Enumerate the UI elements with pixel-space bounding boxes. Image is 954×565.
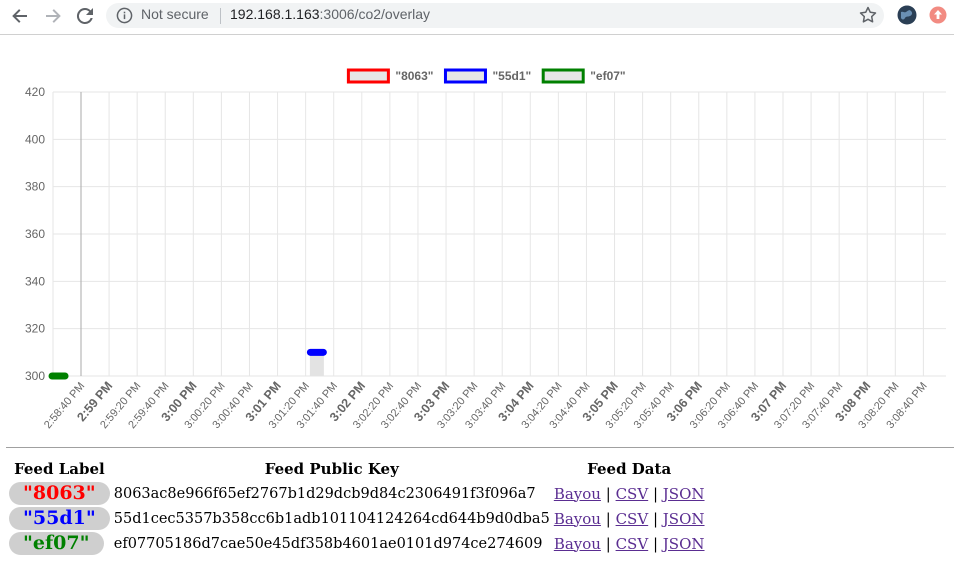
data-point-bar	[309, 352, 324, 376]
feed-public-key: ef07705186d7cae50e45df358b4601ae0101d974…	[113, 535, 543, 552]
address-bar[interactable]: Not secure 192.168.1.163:3006/co2/overla…	[106, 3, 884, 28]
address-separator	[220, 8, 221, 24]
header-feed-public-key: Feed Public Key	[264, 460, 399, 478]
legend-label: "ef07"	[590, 69, 625, 83]
table-row: "ef07" ef07705186d7cae50e45df358b4601ae0…	[8, 532, 706, 555]
data-point	[48, 372, 69, 380]
table-row: "8063" 8063ac8e966f65ef2767b1d29dcb9d84c…	[8, 482, 706, 505]
security-label: Not secure	[141, 6, 209, 22]
link-separator: |	[652, 484, 659, 503]
url-path: :3006/co2/overlay	[319, 6, 431, 22]
link-separator: |	[605, 534, 611, 553]
co2-chart: "8063" "55d1" "ef07" 300 320 340 360 380 400 420…	[25, 68, 946, 431]
back-button[interactable]	[8, 4, 32, 28]
reload-button[interactable]	[73, 4, 97, 28]
forward-button[interactable]	[41, 4, 65, 28]
x-axis: 2:58:40 PM2:59 PM2:59:20 PM2:59:40 PM3:0…	[42, 379, 930, 431]
feed-label-badge: "8063"	[9, 482, 110, 505]
bookmark-star-icon[interactable]	[858, 5, 878, 25]
csv-link[interactable]: CSV	[615, 534, 649, 553]
section-divider	[6, 447, 954, 448]
legend-item: "8063"	[346, 68, 433, 84]
url-host: 192.168.1.163	[230, 6, 320, 22]
extension-globe-icon[interactable]	[897, 5, 917, 25]
chart-grid	[52, 91, 946, 377]
extension-update-icon[interactable]	[929, 6, 947, 24]
y-tick-label: 360	[25, 227, 45, 241]
feed-table: Feed Label Feed Public Key Feed Data "80…	[6, 456, 708, 557]
data-point-marker	[48, 372, 69, 380]
link-separator: |	[605, 509, 611, 528]
reload-icon	[76, 7, 93, 24]
legend-swatch	[541, 68, 585, 84]
chart-legend: "8063" "55d1" "ef07"	[346, 68, 626, 84]
feed-label-badge: "55d1"	[9, 507, 110, 530]
back-arrow-icon	[12, 9, 27, 23]
data-point-marker	[306, 348, 327, 356]
header-feed-data: Feed Data	[587, 460, 672, 478]
forward-arrow-icon	[46, 9, 61, 23]
feed-data-links: Bayou | CSV | JSON	[553, 507, 706, 530]
legend-label: "8063"	[395, 69, 433, 83]
table-row: "55d1" 55d1cec5357b358cc6b1adb1011041242…	[8, 507, 706, 530]
data-point	[306, 348, 327, 376]
y-tick-label: 320	[25, 322, 45, 336]
json-link[interactable]: JSON	[662, 484, 705, 503]
legend-item: "ef07"	[541, 68, 626, 84]
bayou-link[interactable]: Bayou	[553, 534, 601, 553]
y-axis: 300 320 340 360 380 400 420	[25, 85, 45, 383]
legend-item: "55d1"	[443, 68, 531, 84]
json-link[interactable]: JSON	[662, 509, 705, 528]
feed-data-links: Bayou | CSV | JSON	[553, 532, 706, 555]
browser-toolbar: Not secure 192.168.1.163:3006/co2/overla…	[0, 0, 954, 35]
info-icon[interactable]	[116, 7, 133, 24]
legend-label: "55d1"	[492, 69, 531, 83]
link-separator: |	[652, 509, 659, 528]
y-tick-label: 420	[25, 85, 45, 99]
chart-marks	[48, 348, 327, 380]
url-text[interactable]: 192.168.1.163:3006/co2/overlay	[230, 6, 430, 22]
y-tick-label: 380	[25, 180, 45, 194]
csv-link[interactable]: CSV	[615, 509, 649, 528]
header-feed-label: Feed Label	[14, 460, 105, 478]
y-tick-label: 300	[25, 369, 45, 383]
feed-public-key: 8063ac8e966f65ef2767b1d29dcb9d84c2306491…	[113, 485, 536, 502]
table-header-row: Feed Label Feed Public Key Feed Data	[8, 458, 706, 480]
json-link[interactable]: JSON	[662, 534, 705, 553]
y-tick-label: 340	[25, 274, 45, 288]
feed-public-key: 55d1cec5357b358cc6b1adb101104124264cd644…	[113, 510, 550, 527]
feed-data-links: Bayou | CSV | JSON	[553, 482, 706, 505]
link-separator: |	[605, 484, 611, 503]
link-separator: |	[652, 534, 659, 553]
bayou-link[interactable]: Bayou	[553, 509, 601, 528]
y-tick-label: 400	[25, 132, 45, 146]
legend-swatch	[346, 68, 390, 84]
bayou-link[interactable]: Bayou	[553, 484, 601, 503]
feed-label-badge: "ef07"	[9, 532, 104, 555]
x-tick-label: 2:58:40 PM	[42, 380, 87, 431]
legend-swatch	[443, 68, 487, 84]
csv-link[interactable]: CSV	[615, 484, 649, 503]
